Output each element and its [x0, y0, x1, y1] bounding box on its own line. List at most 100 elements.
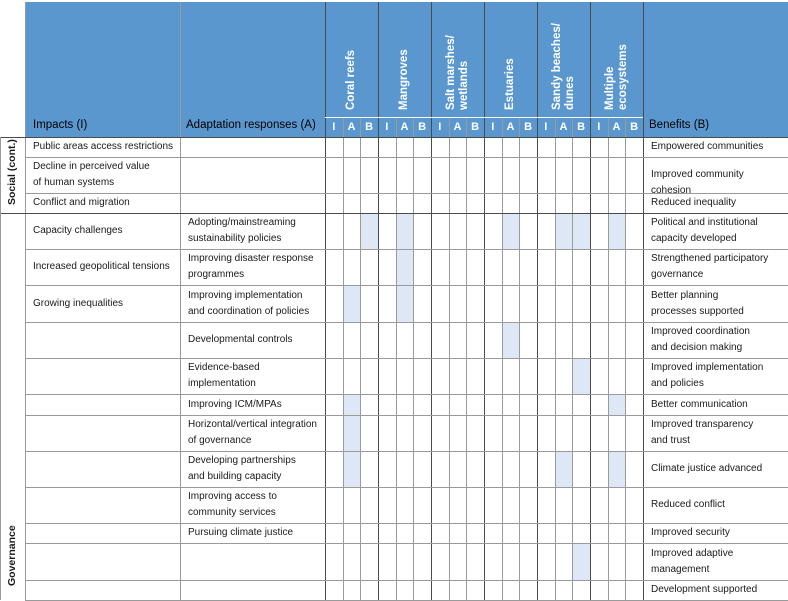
grid-vline — [431, 2, 433, 600]
benefit-cell: Improved transparency and trust — [651, 419, 754, 446]
impact-cell: Increased geopolitical tensions — [33, 261, 170, 272]
ecosystem-header-4: Sandy beaches/ dunes — [550, 23, 576, 110]
mark-cell — [608, 452, 626, 487]
mark-cell — [343, 395, 361, 415]
impact-cell: Decline in perceived value of human syst… — [33, 161, 150, 188]
grid-hline — [25, 193, 788, 194]
adaptation-cell: Improving access to community services — [188, 491, 277, 518]
group-label-1: Governance — [6, 525, 18, 586]
sub-header-I: I — [438, 121, 442, 133]
grid-hline — [0, 213, 788, 215]
mark-cell — [608, 395, 626, 415]
grid-vline — [25, 2, 26, 600]
sub-header-B: B — [630, 121, 639, 133]
benefit-cell: Reduced inequality — [651, 197, 737, 208]
benefit-cell: Improved adaptive management — [651, 547, 734, 575]
grid-vline — [643, 2, 645, 600]
benefit-cell: Improved security — [651, 527, 730, 538]
adaptation-cell: Improving ICM/MPAs — [188, 398, 282, 410]
adaptation-cell: Adopting/mainstreaming sustainability po… — [188, 217, 296, 244]
grid-hline — [0, 137, 788, 139]
benefit-cell: Better communication — [651, 398, 748, 410]
grid-vline — [0, 137, 1, 600]
sub-header-I: I — [544, 121, 548, 133]
grid-vline — [378, 2, 380, 600]
mark-cell — [502, 214, 520, 249]
sub-header-A: A — [453, 121, 462, 133]
benefit-cell: Political and institutional capacity dev… — [651, 217, 758, 244]
benefit-cell: Improved coordination and decision makin… — [651, 326, 750, 353]
mark-cell — [361, 214, 378, 249]
mark-cell — [555, 452, 573, 487]
grid-hline — [25, 322, 788, 323]
mark-cell — [608, 214, 626, 249]
sub-header-A: A — [347, 121, 356, 133]
sub-header-I: I — [491, 121, 495, 133]
adaptation-header: Adaptation responses (A) — [186, 119, 316, 131]
ecosystem-header-5: Multiple ecosystems — [603, 44, 629, 110]
benefit-cell: Development supported — [651, 584, 758, 595]
ecosystem-header-1: Mangroves — [398, 49, 410, 110]
grid-hline — [25, 394, 788, 395]
adaptation-cell: Pursuing climate justice — [188, 527, 294, 538]
sub-header-A: A — [506, 121, 515, 133]
grid-vline — [484, 2, 486, 600]
sub-header-A: A — [400, 121, 409, 133]
benefit-cell: Improved implementation and policies — [651, 362, 764, 389]
group-label-0: Social (cont.) — [6, 139, 18, 205]
grid-hline — [25, 543, 788, 544]
grid-hline — [325, 117, 643, 118]
benefit-cell: Reduced conflict — [651, 499, 725, 510]
adaptation-cell: Evidence-based implementation — [188, 362, 260, 389]
grid-hline — [25, 358, 788, 359]
grid-hline — [25, 451, 788, 452]
mark-cell — [396, 250, 414, 285]
adaptation-cell: Improving disaster response programmes — [188, 253, 314, 280]
mark-cell — [573, 359, 590, 394]
impacts-header: Impacts (I) — [33, 119, 88, 131]
mark-cell — [573, 544, 590, 580]
grid-hline — [25, 157, 788, 158]
sub-header-A: A — [612, 121, 621, 133]
mark-cell — [502, 323, 520, 358]
mark-cell — [396, 286, 414, 322]
mark-cell — [343, 452, 361, 487]
sub-header-B: B — [577, 121, 586, 133]
mark-cell — [343, 416, 361, 451]
impact-cell: Public areas access restrictions — [33, 141, 174, 152]
benefit-cell: Strengthened participatory governance — [651, 253, 769, 280]
sub-header-B: B — [418, 121, 427, 133]
grid-vline — [590, 2, 592, 600]
adaptation-cell: Improving implementation and coordinatio… — [188, 289, 310, 317]
benefit-cell: Improved community cohesion — [651, 169, 744, 196]
mark-cell — [396, 214, 414, 249]
sub-header-I: I — [332, 121, 336, 133]
sub-header-B: B — [365, 121, 374, 133]
mark-cell — [343, 286, 361, 322]
grid-hline — [25, 580, 788, 581]
grid-hline — [25, 523, 788, 524]
sub-header-I: I — [385, 121, 389, 133]
ecosystem-header-2: Salt marshes/ wetlands — [444, 35, 470, 110]
impact-cell: Conflict and migration — [33, 197, 130, 208]
header-band — [25, 2, 788, 137]
benefit-cell: Empowered communities — [651, 141, 764, 152]
grid-hline — [25, 249, 788, 250]
grid-hline — [25, 487, 788, 488]
benefits-header: Benefits (B) — [649, 119, 710, 131]
benefit-cell: Climate justice advanced — [651, 463, 763, 474]
grid-vline — [325, 2, 327, 600]
adaptation-cell: Horizontal/vertical integration of gover… — [188, 419, 317, 446]
grid-vline — [180, 2, 181, 600]
sub-header-A: A — [559, 121, 568, 133]
grid-vline — [537, 2, 539, 600]
sub-header-B: B — [524, 121, 533, 133]
benefit-cell: Better planning processes supported — [651, 289, 744, 317]
mark-cell — [555, 214, 573, 249]
impact-cell: Capacity challenges — [33, 225, 123, 236]
sub-header-B: B — [471, 121, 480, 133]
ecosystem-header-0: Coral reefs — [345, 49, 357, 110]
grid-hline — [25, 285, 788, 286]
mark-cell — [573, 214, 590, 249]
